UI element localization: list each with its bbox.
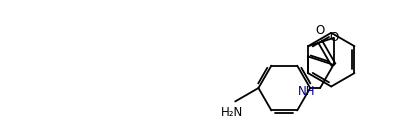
- Text: O: O: [329, 31, 338, 44]
- Text: O: O: [316, 24, 325, 37]
- Text: NH: NH: [298, 85, 315, 98]
- Text: H₂N: H₂N: [221, 106, 243, 119]
